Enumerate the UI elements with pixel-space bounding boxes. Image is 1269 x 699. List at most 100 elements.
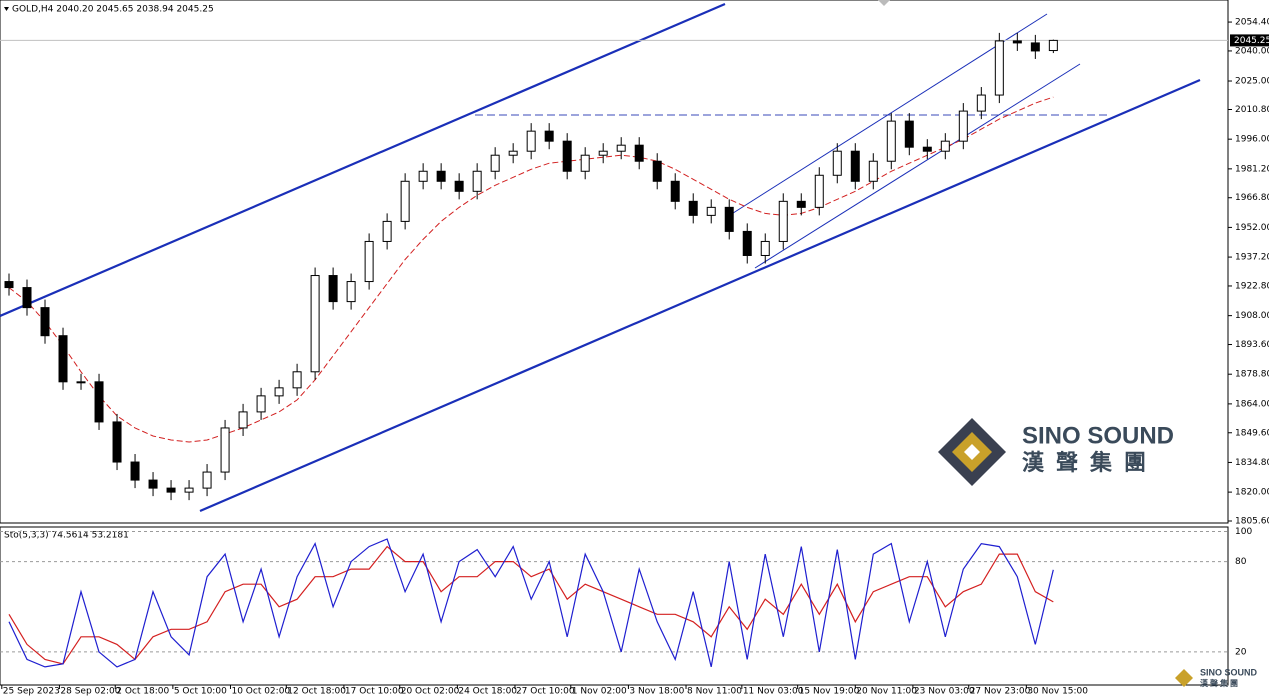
y-tick-label: 1849.60 [1235,428,1269,438]
candle-body [832,150,842,176]
candle-body [1048,39,1058,52]
candle-body [760,240,770,256]
candle-body [724,206,734,232]
trend-line [0,2,726,318]
candle-body [958,110,968,142]
candle-body [202,471,212,489]
y-tick-label: 1893.60 [1235,340,1269,350]
candle-body [1012,40,1022,44]
candle-body [490,154,500,172]
y-tick-label: 1952.00 [1235,223,1269,233]
x-tick-label: 27 Nov 23:00 [970,687,1031,697]
candle-body [418,170,428,182]
y-tick-label: 1820.00 [1235,488,1269,498]
candle-body [382,220,392,242]
candle-body [310,275,320,373]
y-tick-label: 1908.00 [1235,311,1269,321]
x-tick-label: 20 Nov 11:00 [856,687,917,697]
candle-body [706,206,716,216]
candle-body [544,130,554,142]
y-tick-label: 2040.00 [1235,46,1269,56]
candle-body [472,170,482,192]
candle-body [850,150,860,182]
y-tick-label: 2054.40 [1235,18,1269,28]
candle-body [436,170,446,182]
x-tick-label: 15 Nov 19:00 [799,687,860,697]
candle-body [400,180,410,222]
candle-body [922,146,932,152]
candle-body [616,144,626,152]
x-tick-label: 17 Oct 10:00 [345,687,404,697]
candle-body [94,381,104,423]
candle-body [220,427,230,473]
candle-body [328,275,338,303]
candle-body [976,94,986,112]
candle-body [886,120,896,162]
shift-marker [878,0,890,6]
x-tick-label: 10 Oct 02:00 [231,687,290,697]
candle-body [58,335,68,383]
candle-body [796,200,806,208]
logo-mark [964,444,980,460]
y-tick-label: 1996.00 [1235,135,1269,145]
price-panel [0,0,1229,524]
price-header: GOLD,H4 2040.20 2045.65 2038.94 2045.25 [12,5,214,15]
candle-body [688,200,698,216]
y-tick-label: 2025.00 [1235,77,1269,87]
y-tick-label: 1864.00 [1235,399,1269,409]
x-tick-label: 25 Sep 2023 [3,687,60,697]
logo-name: SINO SOUND [1022,422,1174,449]
x-tick-label: 1 Nov 02:00 [572,687,627,697]
logo: SINO SOUND 漢聲集團 SINO SOUND 漢聲集團 [938,418,1258,688]
y-tick-label: 1966.80 [1235,193,1269,203]
y-tick-label: 1981.20 [1235,164,1269,174]
logo-subtitle: 漢聲集團 [1022,450,1158,475]
channel-line [729,13,1048,216]
candle-body [364,240,374,283]
candle-body [256,395,266,413]
logo-subtitle-small: 漢聲集團 [1200,678,1240,688]
candle-body [274,387,284,397]
candle-body [580,154,590,172]
candle-body [670,180,680,202]
y-tick-label: 1878.80 [1235,370,1269,380]
candle-body [292,371,302,389]
header-arrow [4,7,9,11]
x-tick-label: 8 Nov 11:00 [687,687,742,697]
logo-mark [1175,669,1193,687]
candle-body [994,40,1004,96]
candle-body [940,140,950,152]
oscillator-line [8,545,1054,665]
x-tick-label: 12 Oct 18:00 [287,687,346,697]
oscillator-line [8,538,1054,668]
candle-body [130,461,140,481]
current-price-label: 2045.25 [1234,36,1269,46]
candle-body [346,281,356,303]
x-tick-label: 24 Oct 18:00 [458,687,517,697]
candle-body [40,307,50,337]
x-tick-label: 28 Sep 02:00 [60,687,120,697]
x-tick-label: 20 Oct 02:00 [401,687,460,697]
candle-body [454,180,464,192]
y-tick-label: 1805.60 [1235,516,1269,526]
y-tick-label: 2010.80 [1235,105,1269,115]
candle-body [112,421,122,463]
trend-line [199,78,1201,513]
x-tick-label: 11 Nov 03:00 [743,687,804,697]
candle-body [166,487,176,493]
oscillator-header: Sto(5,3,3) 74.5614 53.2181 [4,531,129,541]
candle-body [814,174,824,208]
moving-average [8,96,1054,443]
candle-body [634,144,644,162]
y-tick-label: 1922.80 [1235,281,1269,291]
x-tick-label: 2 Oct 18:00 [116,687,169,697]
candle-body [22,287,32,309]
logo-name-small: SINO SOUND [1200,667,1258,677]
y-tick-label: 80 [1235,557,1247,567]
candle-body [868,160,878,182]
oscillator-panel [0,526,1229,686]
candle-body [742,230,752,256]
y-tick-label: 20 [1235,647,1247,657]
x-tick-label: 30 Nov 15:00 [1027,687,1088,697]
